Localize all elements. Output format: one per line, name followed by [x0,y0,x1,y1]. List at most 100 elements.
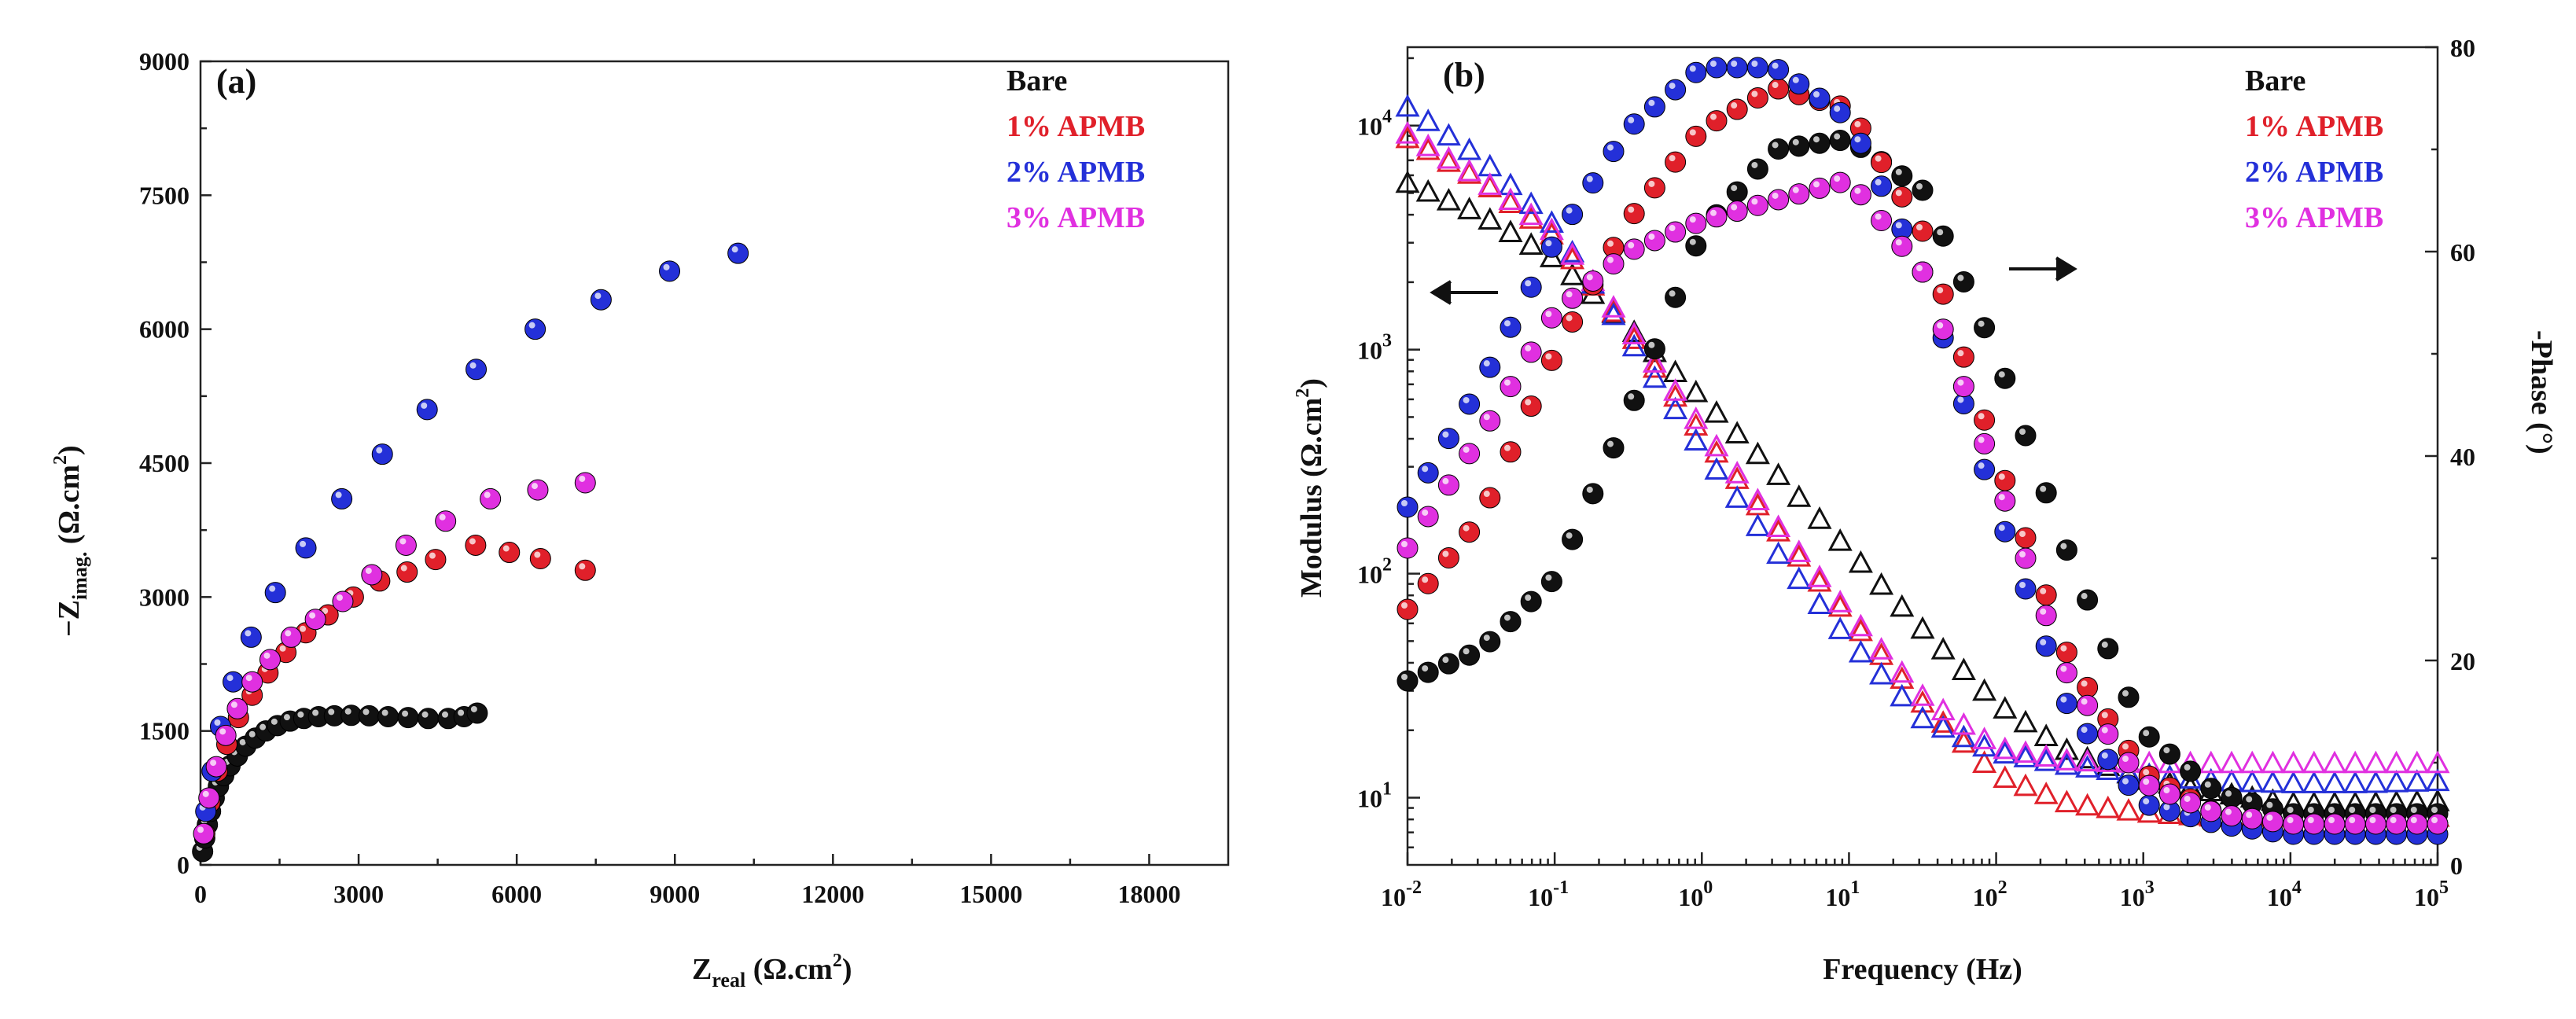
modulus-point-2-apmb [1766,541,1791,565]
phase-point-bare [2077,589,2099,611]
phase-point-highlight [1525,594,1532,601]
phase-point-highlight [2431,817,2438,823]
modulus-point-bare [1930,637,1956,660]
phase-point-1-apmb [1459,521,1481,543]
modulus-point-2-apmb [2013,745,2038,767]
phase-point-3-apmb [2097,723,2119,745]
nyquist-point-highlight [594,292,602,300]
bode-x-tick-label: 10-2 [1381,877,1422,911]
phase-point-3-apmb [2427,813,2449,835]
phase-point-bare [1665,286,1687,308]
modulus-point-1-apmb [1951,730,1976,753]
phase-point-3-apmb [1871,209,1893,231]
nyquist-point-highlight [245,630,252,637]
modulus-point-2-apmb [2363,770,2388,793]
nyquist-point-3-apmb [527,479,549,501]
phase-point-2-apmb [1623,113,1645,135]
phase-point-bare [1788,135,1810,157]
nyquist-point-highlight [502,545,510,552]
nyquist-point-highlight [230,701,237,708]
modulus-point-1-apmb [1518,206,1544,229]
bode-left-y-tick-label: 104 [1357,107,1392,141]
phase-point-2-apmb [1582,172,1604,194]
phase-point-1-apmb [1479,487,1501,509]
phase-point-highlight [1792,76,1799,83]
legend-a-bare: Bare [1006,64,1067,97]
modulus-point-3-apmb [2239,750,2265,774]
nyquist-point-highlight [300,540,307,547]
phase-point-highlight [1813,136,1820,143]
phase-point-bare [1479,631,1501,653]
modulus-point-3-apmb [2405,750,2430,774]
phase-point-highlight [2122,690,2129,697]
phase-point-bare [1397,670,1419,692]
phase-point-highlight [2040,587,2047,594]
modulus-point-3-apmb [1518,202,1544,226]
phase-point-highlight [1916,183,1923,189]
phase-point-highlight [1422,509,1429,516]
phase-point-highlight [1834,105,1841,112]
phase-point-1-apmb [2015,527,2037,549]
bode-left-y-tick-label: 102 [1357,555,1392,589]
phase-point-3-apmb [2035,605,2057,627]
phase-point-bare [2097,638,2119,660]
nyquist-x-tick-label: 18000 [1117,880,1180,908]
nyquist-point-3-apmb [226,697,248,719]
modulus-point-3-apmb [2199,750,2224,774]
nyquist-point-2-apmb [223,671,245,693]
nyquist-point-highlight [239,738,246,745]
phase-point-3-apmb [1520,341,1542,363]
nyquist-point-3-apmb [193,822,215,844]
phase-point-highlight [2060,665,2067,672]
phase-point-3-apmb [1500,376,1522,398]
bode-phase-points [1397,57,2449,845]
phase-point-highlight [1689,65,1696,72]
modulus-point-bare [1827,528,1853,551]
phase-point-1-apmb [1871,152,1893,174]
phase-point-2-apmb [2077,723,2099,745]
nyquist-point-highlight [248,730,256,738]
phase-point-bare [1829,130,1851,152]
modulus-point-2-apmb [1827,616,1853,639]
phase-point-highlight [1895,239,1902,246]
nyquist-point-1-apmb [529,548,551,570]
phase-point-3-apmb [1952,376,1974,398]
nyquist-point-highlight [270,718,278,725]
nyquist-chart: 0 3000 6000 9000 12000 15000 18000 0 1500 3000 450… [50,47,1230,991]
modulus-point-2-apmb [1745,513,1770,536]
arrow-right-phase [2009,256,2077,281]
phase-point-highlight [2060,543,2067,550]
phase-point-bare [2035,482,2057,504]
phase-point-highlight [1689,129,1696,136]
phase-point-3-apmb [1665,221,1687,243]
modulus-point-1-apmb [1415,137,1441,160]
phase-point-highlight [1545,240,1552,247]
modulus-point-3-apmb [1457,158,1482,182]
phase-point-1-apmb [1768,78,1790,100]
modulus-point-1-apmb [1395,125,1420,149]
modulus-point-1-apmb [2096,795,2121,819]
nyquist-point-3-apmb [259,649,281,671]
phase-point-3-apmb [1726,200,1748,223]
nyquist-point-3-apmb [280,626,302,648]
phase-point-1-apmb [1562,311,1584,333]
nyquist-point-1-apmb [465,534,487,556]
modulus-point-2-apmb [2281,771,2306,793]
phase-point-highlight [2328,817,2335,823]
phase-point-highlight [2328,807,2335,813]
phase-point-2-apmb [1437,428,1459,450]
phase-point-2-apmb [1643,96,1665,118]
phase-point-2-apmb [1746,57,1768,79]
nyquist-point-highlight [362,708,370,716]
phase-point-1-apmb [1417,572,1439,594]
modulus-point-2-apmb [2322,771,2347,793]
bode-left-y-tick-label: 101 [1357,779,1392,813]
phase-point-highlight [1854,136,1861,143]
nyquist-point-3-apmb [198,787,220,809]
nyquist-point-highlight [663,263,670,270]
phase-point-highlight [1731,185,1738,192]
modulus-point-2-apmb [1787,566,1812,590]
nyquist-point-highlight [470,705,477,712]
nyquist-x-tick-label: 15000 [959,880,1022,908]
